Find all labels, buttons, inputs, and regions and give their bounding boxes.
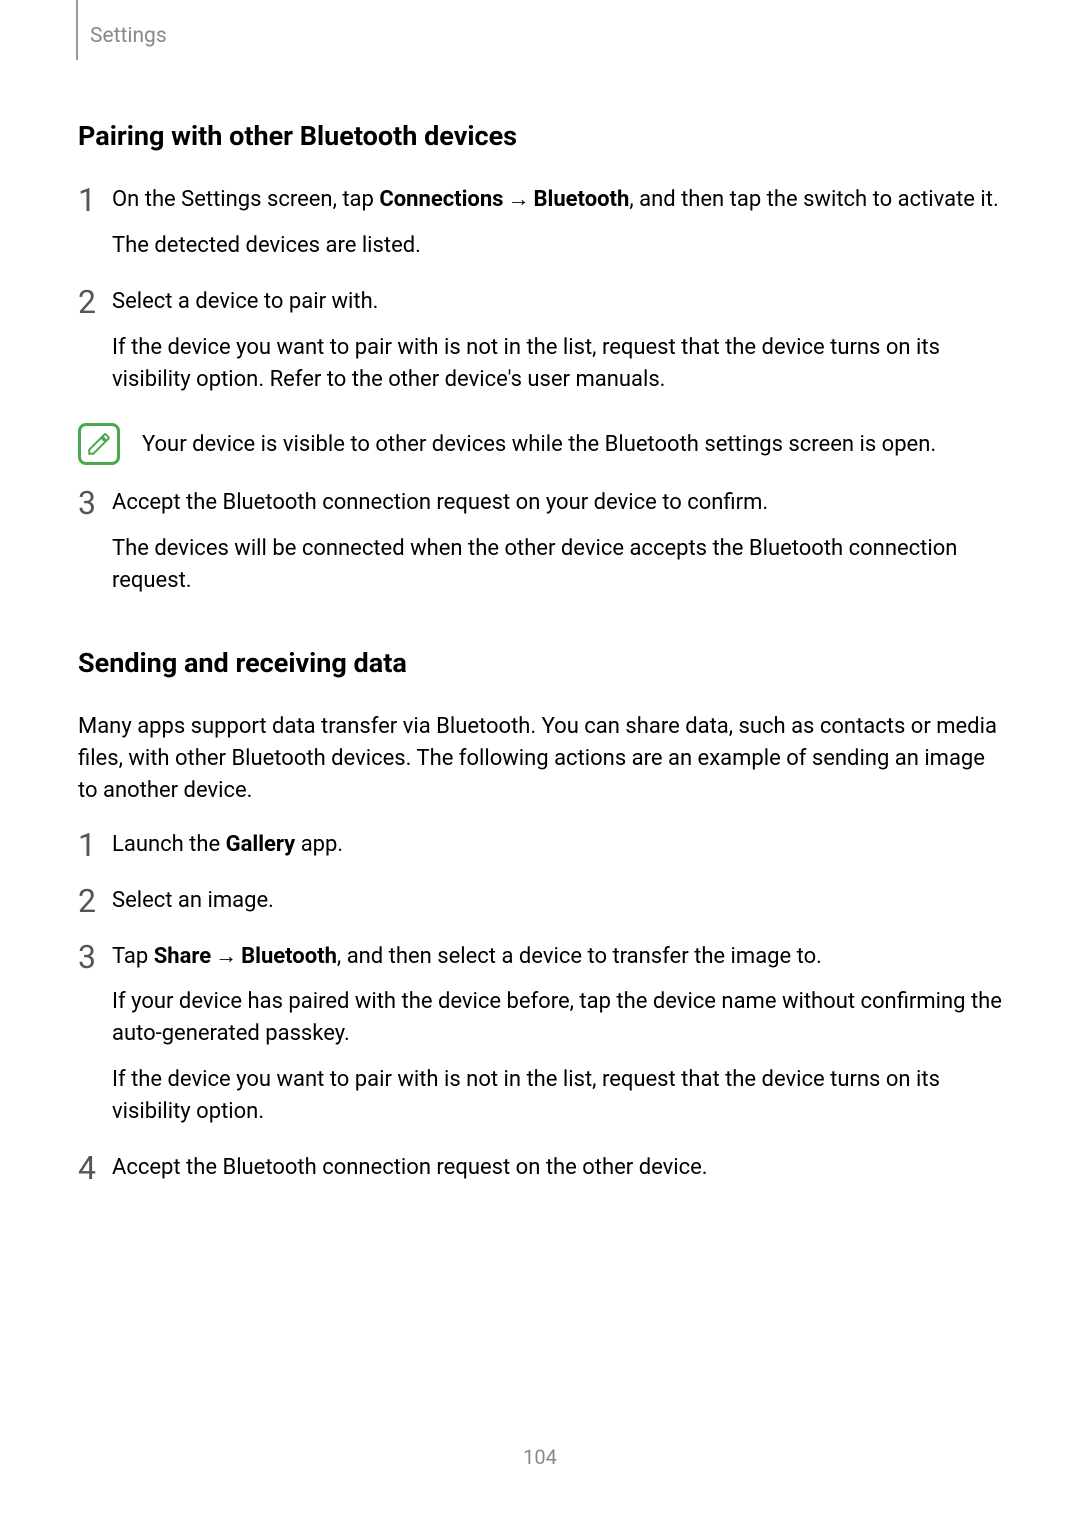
step-text: If the device you want to pair with is n… xyxy=(112,332,1002,396)
bold-text: Connections xyxy=(379,187,503,212)
note-icon xyxy=(78,423,120,465)
arrow-icon: → xyxy=(211,944,241,969)
s2-step1: 1 Launch the Gallery app. xyxy=(78,829,1002,875)
step-body: Tap Share→Bluetooth, and then select a d… xyxy=(112,941,1002,1142)
bold-text: Gallery xyxy=(226,832,296,857)
bold-text: Share xyxy=(154,944,211,969)
text-frag: , and then tap the switch to activate it… xyxy=(629,187,998,212)
step-text: The devices will be connected when the o… xyxy=(112,533,1002,597)
s1-step1: 1 On the Settings screen, tap Connection… xyxy=(78,184,1002,276)
text-frag: app. xyxy=(295,832,343,857)
step-body: Accept the Bluetooth connection request … xyxy=(112,487,1002,611)
step-number: 1 xyxy=(78,184,112,218)
step-number: 4 xyxy=(78,1152,112,1186)
breadcrumb: Settings xyxy=(90,24,167,48)
step-body: On the Settings screen, tap Connections→… xyxy=(112,184,1002,276)
step-text: Accept the Bluetooth connection request … xyxy=(112,487,1002,519)
step-number: 2 xyxy=(78,885,112,919)
bold-text: Bluetooth xyxy=(241,944,337,969)
step-text: The detected devices are listed. xyxy=(112,230,1002,262)
step-text: On the Settings screen, tap Connections→… xyxy=(112,184,1002,216)
step-number: 3 xyxy=(78,487,112,521)
s1-step3: 3 Accept the Bluetooth connection reques… xyxy=(78,487,1002,611)
step-text: Select a device to pair with. xyxy=(112,286,1002,318)
step-body: Select an image. xyxy=(112,885,1002,931)
section2-title: Sending and receiving data xyxy=(78,647,1002,679)
page-content: Pairing with other Bluetooth devices 1 O… xyxy=(78,100,1002,1208)
s1-step2: 2 Select a device to pair with. If the d… xyxy=(78,286,1002,410)
step-text: Launch the Gallery app. xyxy=(112,829,1002,861)
text-frag: Launch the xyxy=(112,832,226,857)
arrow-icon: → xyxy=(503,187,533,212)
page-number: 104 xyxy=(0,1445,1080,1469)
step-text: Select an image. xyxy=(112,885,1002,917)
step-number: 1 xyxy=(78,829,112,863)
section1-title: Pairing with other Bluetooth devices xyxy=(78,120,1002,152)
step-text: Tap Share→Bluetooth, and then select a d… xyxy=(112,941,1002,973)
header-rule xyxy=(76,0,78,60)
bold-text: Bluetooth xyxy=(533,187,629,212)
step-text: Accept the Bluetooth connection request … xyxy=(112,1152,1002,1184)
step-text: If the device you want to pair with is n… xyxy=(112,1064,1002,1128)
text-frag: Tap xyxy=(112,944,154,969)
note-row: Your device is visible to other devices … xyxy=(78,423,1002,465)
note-text: Your device is visible to other devices … xyxy=(142,429,936,461)
step-body: Accept the Bluetooth connection request … xyxy=(112,1152,1002,1198)
s2-step2: 2 Select an image. xyxy=(78,885,1002,931)
text-frag: On the Settings screen, tap xyxy=(112,187,379,212)
step-text: If your device has paired with the devic… xyxy=(112,986,1002,1050)
step-body: Launch the Gallery app. xyxy=(112,829,1002,875)
pencil-icon xyxy=(86,431,112,457)
step-number: 2 xyxy=(78,286,112,320)
step-number: 3 xyxy=(78,941,112,975)
text-frag: , and then select a device to transfer t… xyxy=(337,944,822,969)
step-body: Select a device to pair with. If the dev… xyxy=(112,286,1002,410)
s2-step3: 3 Tap Share→Bluetooth, and then select a… xyxy=(78,941,1002,1142)
section2-intro: Many apps support data transfer via Blue… xyxy=(78,711,1002,807)
s2-step4: 4 Accept the Bluetooth connection reques… xyxy=(78,1152,1002,1198)
